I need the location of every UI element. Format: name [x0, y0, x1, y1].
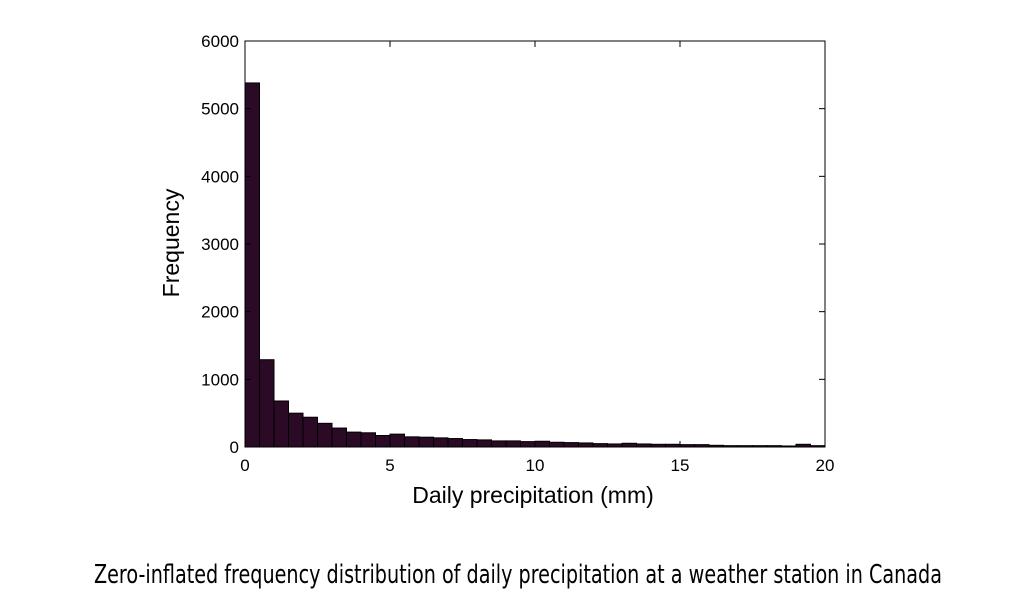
histogram-bar: [476, 439, 492, 448]
histogram-bar: [520, 441, 536, 448]
y-tick-label: 3000: [201, 235, 239, 254]
histogram-bar: [578, 442, 594, 448]
histogram-bar: [447, 438, 463, 448]
y-tick-label: 1000: [201, 370, 239, 389]
histogram-bar: [375, 435, 391, 448]
histogram-bar: [244, 82, 260, 448]
histogram-bar: [389, 433, 405, 448]
y-tick-label: 0: [230, 438, 239, 457]
y-tick-label: 5000: [201, 100, 239, 119]
histogram-bar: [331, 427, 347, 448]
histogram-chart: 0 5 10 15 20 0 1000 2000 3000 4000 5000 6000 Daily …: [158, 32, 834, 508]
histogram-bar: [259, 359, 275, 448]
histogram-bar: [563, 442, 579, 448]
histogram-bar: [317, 422, 333, 448]
plot-frame: [244, 40, 826, 448]
ticks-group: 0 5 10 15 20 0 1000 2000 3000 4000 5000 6000: [201, 32, 834, 475]
histogram-bar: [360, 432, 376, 448]
x-axis-label: Daily precipitation (mm): [412, 482, 654, 508]
y-tick-label: 4000: [201, 167, 239, 186]
x-tick-label: 20: [816, 456, 835, 475]
histogram-bar: [491, 440, 507, 448]
histogram-bar: [621, 442, 637, 448]
histogram-bar: [346, 431, 362, 448]
y-axis-label: Frequency: [158, 188, 184, 297]
x-tick-label: 15: [671, 456, 690, 475]
histogram-figure: 0 5 10 15 20 0 1000 2000 3000 4000 5000 6000 Daily …: [158, 32, 834, 508]
histogram-bar: [302, 416, 318, 448]
histogram-bar: [418, 436, 434, 448]
x-tick-label: 0: [240, 456, 249, 475]
bars-group: [244, 82, 826, 448]
figure-caption: Zero-inflated frequency distribution of …: [93, 560, 943, 590]
x-tick-label: 10: [526, 456, 545, 475]
y-tick-label: 2000: [201, 303, 239, 322]
plot-background: [245, 41, 825, 447]
y-tick-label: 6000: [201, 32, 239, 51]
histogram-bar: [433, 437, 449, 448]
x-tick-label: 5: [385, 456, 394, 475]
histogram-bar: [462, 439, 478, 448]
histogram-bar: [534, 440, 550, 448]
histogram-bar: [273, 400, 289, 448]
histogram-bar: [288, 412, 304, 448]
histogram-bar: [404, 436, 420, 448]
histogram-bar: [592, 443, 608, 448]
histogram-bar: [505, 440, 521, 448]
histogram-bar: [549, 441, 565, 448]
